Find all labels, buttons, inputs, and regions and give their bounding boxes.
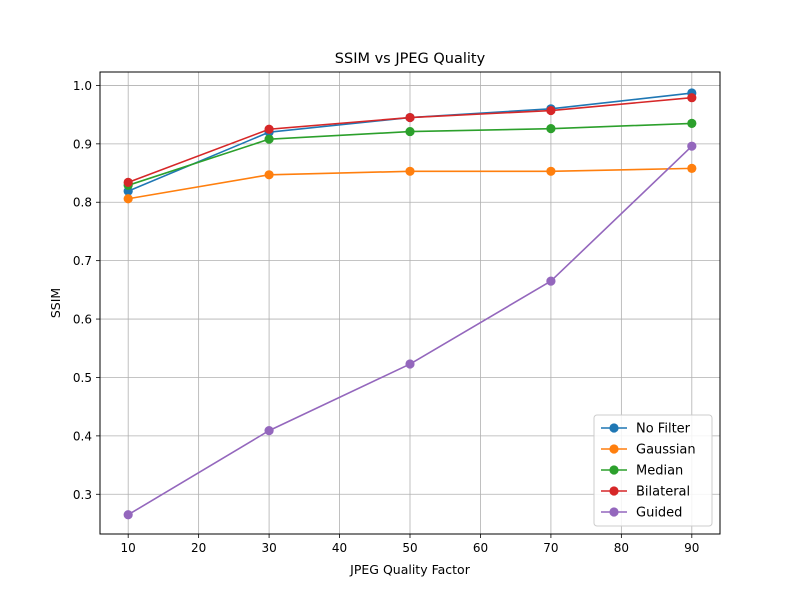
legend-label: Gaussian bbox=[636, 443, 696, 458]
legend-item: Guided bbox=[601, 506, 682, 521]
x-tick-label: 20 bbox=[191, 541, 206, 555]
data-point bbox=[687, 93, 697, 103]
data-point bbox=[405, 166, 415, 176]
data-point bbox=[123, 194, 133, 204]
data-point bbox=[264, 134, 274, 144]
data-point bbox=[123, 510, 133, 520]
legend-item: Median bbox=[601, 464, 683, 479]
series-bilateral bbox=[123, 93, 697, 187]
y-tick-label: 0.6 bbox=[73, 313, 92, 327]
y-tick-label: 0.8 bbox=[73, 196, 92, 210]
legend-marker bbox=[609, 423, 619, 433]
y-axis-label: SSIM bbox=[48, 288, 63, 318]
chart-title: SSIM vs JPEG Quality bbox=[335, 51, 486, 67]
y-tick-label: 0.4 bbox=[73, 429, 92, 443]
x-tick-label: 80 bbox=[614, 541, 629, 555]
y-tick-label: 0.9 bbox=[73, 137, 92, 151]
data-point bbox=[687, 163, 697, 173]
legend-box bbox=[593, 414, 713, 527]
x-axis-label: JPEG Quality Factor bbox=[349, 562, 471, 577]
legend: No Filter Gaussian Median Bilateral Guided bbox=[593, 414, 713, 527]
axis-ticks: 10 20 30 40 50 60 70 80 90 0.3 0.4 0.5 0.6 0.7 0.8 0.9 1… bbox=[73, 79, 700, 555]
data-point bbox=[687, 118, 697, 128]
data-point bbox=[405, 126, 415, 137]
y-tick-label: 0.3 bbox=[73, 488, 92, 502]
legend-item: No Filter bbox=[601, 422, 691, 437]
legend-item: Bilateral bbox=[601, 485, 690, 500]
legend-marker bbox=[609, 486, 619, 496]
legend-label: Bilateral bbox=[636, 485, 690, 500]
y-tick-label: 0.5 bbox=[73, 371, 92, 385]
data-point bbox=[546, 276, 556, 286]
y-tick-label: 1.0 bbox=[73, 79, 92, 93]
data-point bbox=[405, 112, 415, 123]
data-point bbox=[123, 177, 133, 187]
data-point bbox=[264, 170, 274, 180]
series-guided bbox=[123, 141, 697, 520]
legend-label: No Filter bbox=[636, 422, 691, 437]
legend-label: Median bbox=[636, 464, 683, 479]
legend-marker bbox=[609, 507, 619, 517]
x-tick-label: 90 bbox=[684, 541, 699, 555]
data-point bbox=[687, 141, 697, 151]
legend-marker bbox=[609, 444, 619, 454]
data-point bbox=[546, 124, 556, 134]
legend-label: Guided bbox=[636, 506, 682, 521]
x-tick-label: 60 bbox=[473, 541, 488, 555]
series-gaussian bbox=[123, 163, 697, 204]
legend-item: Gaussian bbox=[601, 443, 696, 458]
series-group bbox=[123, 88, 697, 520]
x-tick-label: 50 bbox=[402, 541, 417, 555]
series-median bbox=[123, 118, 697, 190]
data-point bbox=[264, 124, 274, 134]
legend-marker bbox=[609, 465, 619, 475]
x-tick-label: 70 bbox=[543, 541, 558, 555]
x-tick-label: 30 bbox=[261, 541, 276, 555]
y-tick-label: 0.7 bbox=[73, 254, 92, 268]
data-point bbox=[264, 426, 274, 436]
data-point bbox=[405, 359, 415, 369]
data-point bbox=[546, 105, 556, 116]
x-tick-label: 10 bbox=[121, 541, 136, 555]
x-tick-label: 40 bbox=[332, 541, 347, 555]
data-point bbox=[546, 166, 556, 176]
